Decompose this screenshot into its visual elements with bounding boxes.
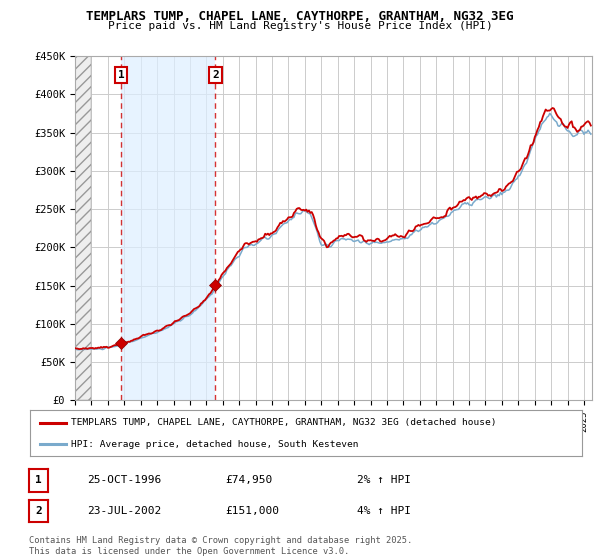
Bar <box>121 56 215 400</box>
Text: HPI: Average price, detached house, South Kesteven: HPI: Average price, detached house, Sout… <box>71 440 359 449</box>
Bar <box>75 56 91 400</box>
Text: TEMPLARS TUMP, CHAPEL LANE, CAYTHORPE, GRANTHAM, NG32 3EG: TEMPLARS TUMP, CHAPEL LANE, CAYTHORPE, G… <box>86 10 514 22</box>
Text: 23-JUL-2002: 23-JUL-2002 <box>87 506 161 516</box>
Text: 1: 1 <box>35 475 42 486</box>
Text: 2: 2 <box>35 506 42 516</box>
Text: TEMPLARS TUMP, CHAPEL LANE, CAYTHORPE, GRANTHAM, NG32 3EG (detached house): TEMPLARS TUMP, CHAPEL LANE, CAYTHORPE, G… <box>71 418 497 427</box>
Text: 2: 2 <box>212 70 219 80</box>
Text: Price paid vs. HM Land Registry's House Price Index (HPI): Price paid vs. HM Land Registry's House … <box>107 21 493 31</box>
Text: 4% ↑ HPI: 4% ↑ HPI <box>357 506 411 516</box>
Text: 2% ↑ HPI: 2% ↑ HPI <box>357 475 411 486</box>
Text: 25-OCT-1996: 25-OCT-1996 <box>87 475 161 486</box>
Text: £151,000: £151,000 <box>225 506 279 516</box>
Text: 1: 1 <box>118 70 125 80</box>
Text: £74,950: £74,950 <box>225 475 272 486</box>
Text: Contains HM Land Registry data © Crown copyright and database right 2025.
This d: Contains HM Land Registry data © Crown c… <box>29 536 412 556</box>
